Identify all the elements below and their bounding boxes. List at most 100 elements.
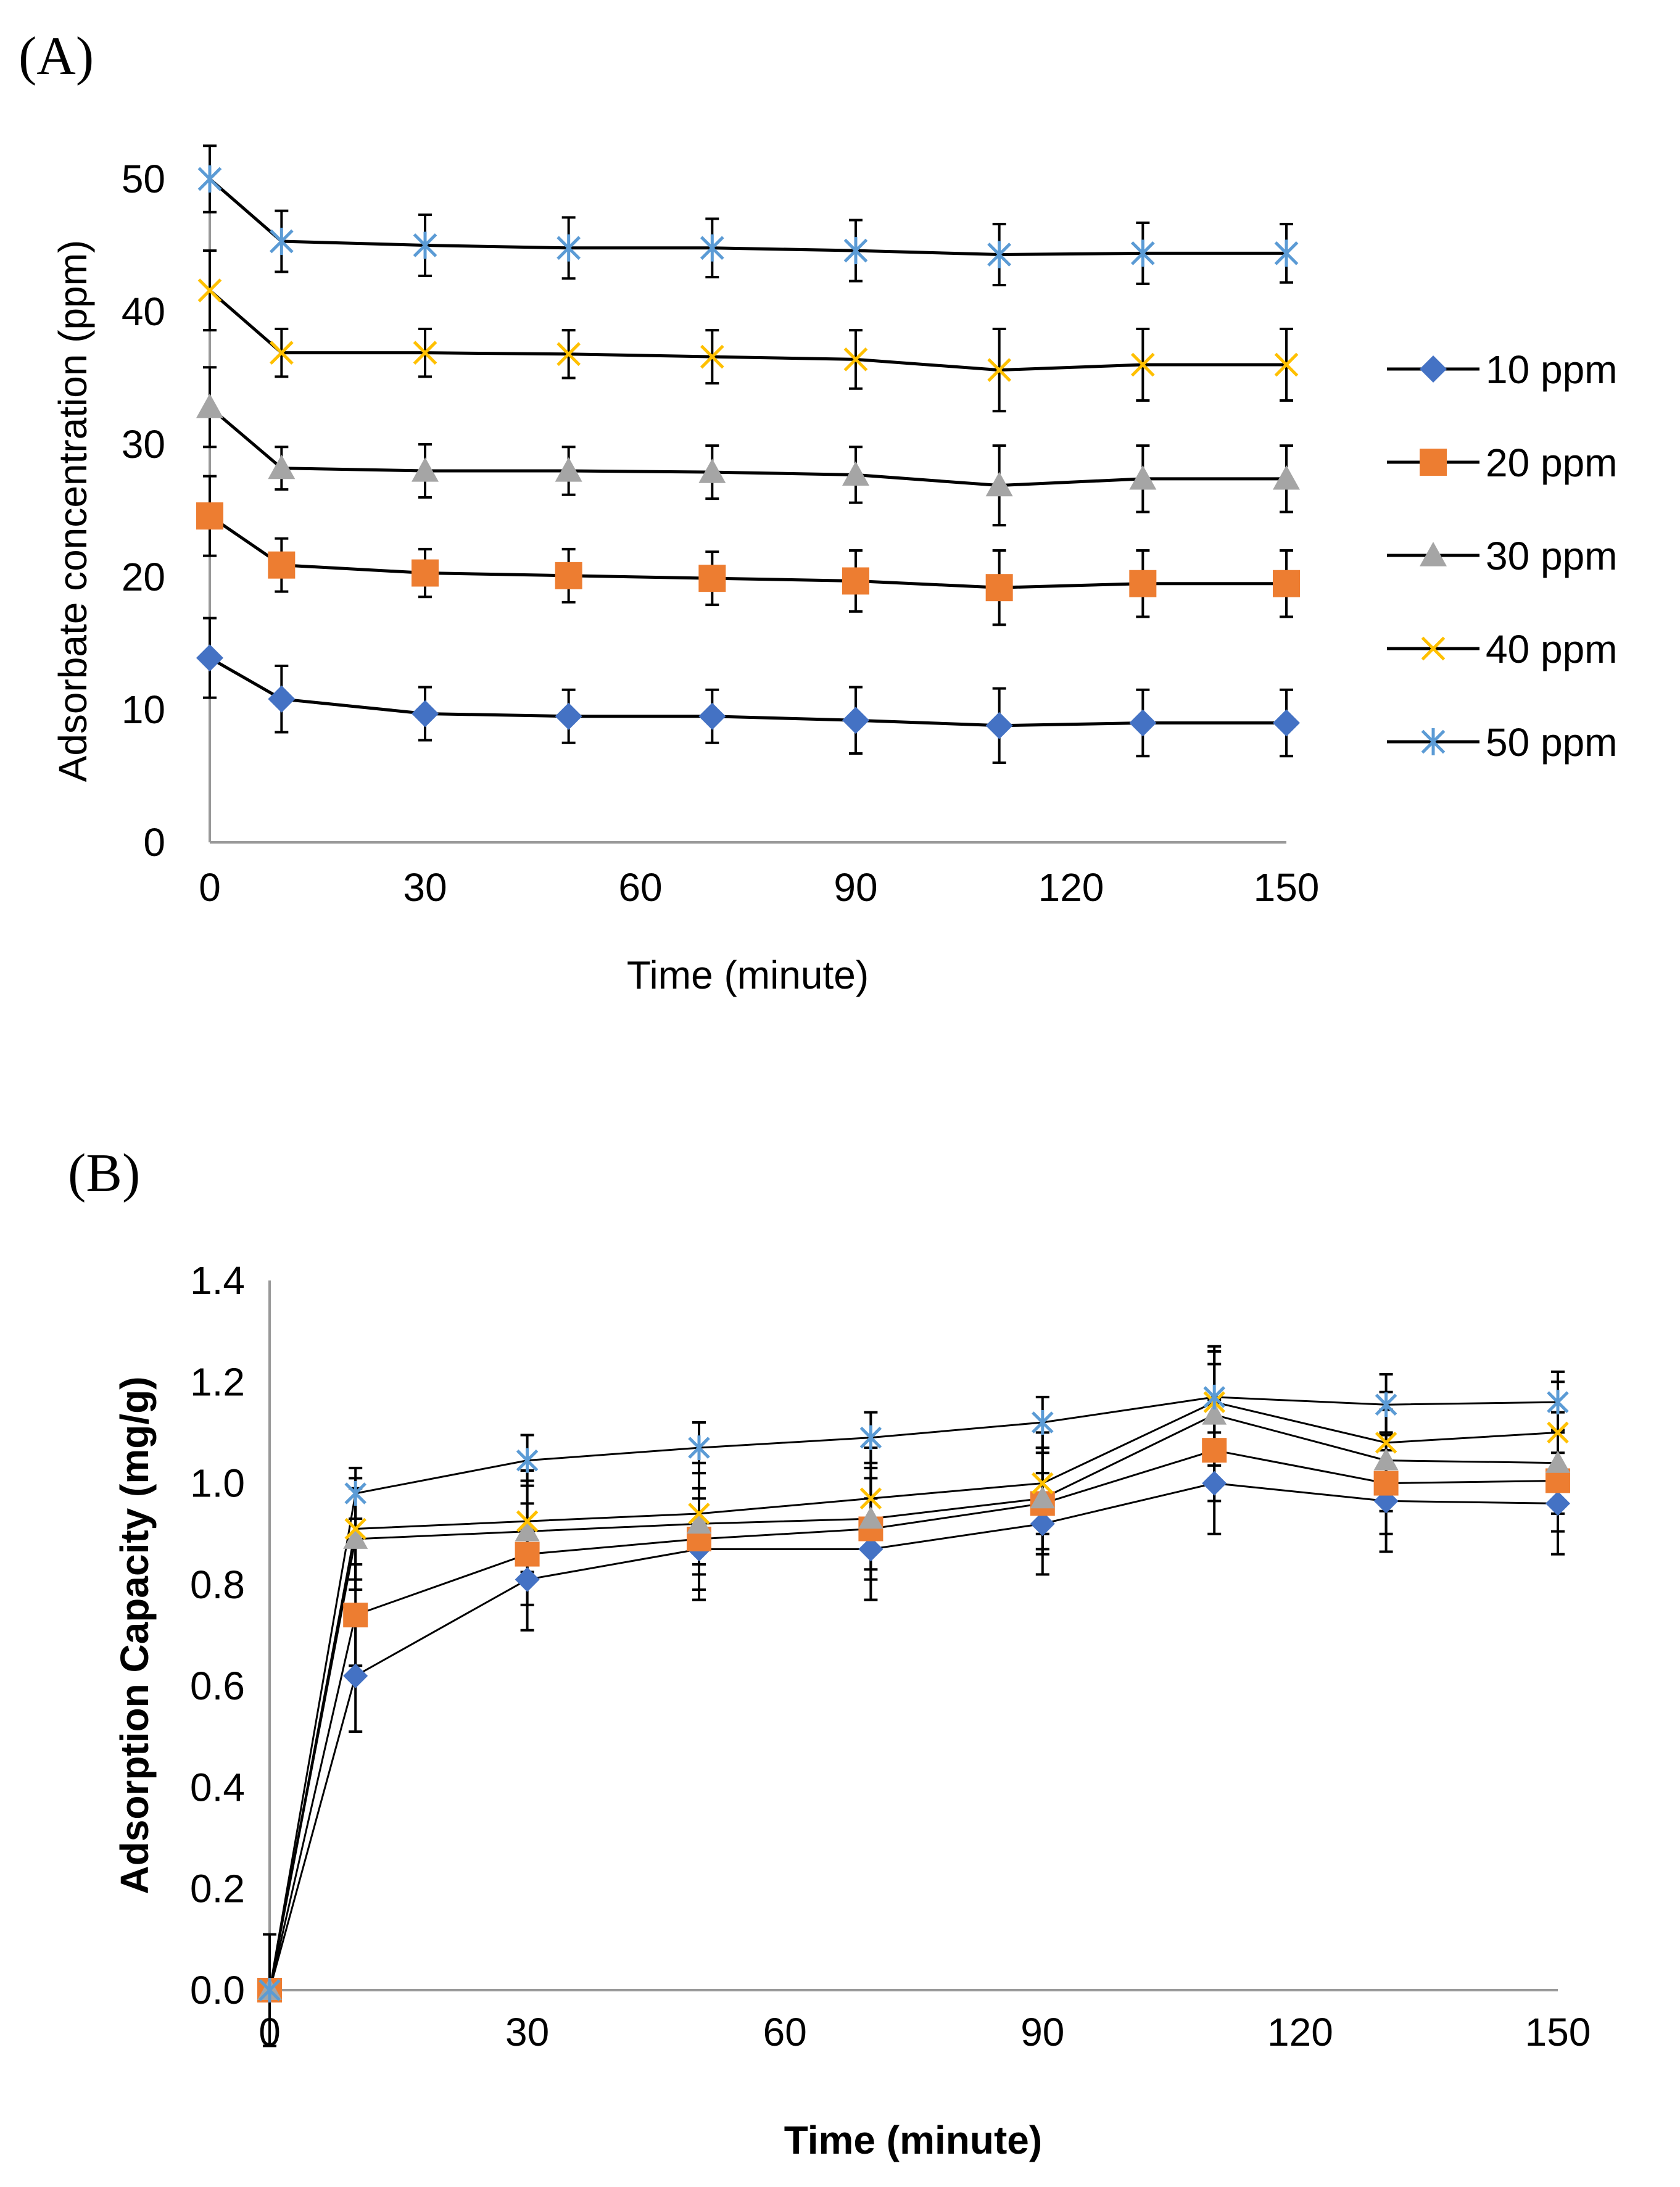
b-marker-40-ppm (859, 1487, 882, 1509)
a-marker-20-ppm (555, 562, 582, 589)
a-marker-40-ppm (269, 341, 294, 365)
b-marker-50-ppm (1375, 1392, 1397, 1417)
legend-label: 40 ppm (1486, 627, 1617, 671)
a-marker-20-ppm (1273, 570, 1300, 597)
a-y-tick-label: 0 (143, 820, 165, 865)
a-marker-10-ppm (985, 712, 1013, 739)
panel-a: (A) 0 10 20 30 40 50 0 30 60 90 120 150 Time (minu… (19, 27, 1617, 997)
b-series-line-10-ppm (268, 1482, 1558, 1991)
a-marker-50-ppm (1274, 239, 1299, 267)
a-marker-50-ppm (987, 241, 1012, 268)
a-marker-20-ppm (698, 565, 726, 592)
panel-a-y-axis-title: Adsorbate concentration (ppm) (51, 240, 95, 782)
b-x-tick-label: 30 (505, 2010, 549, 2054)
b-marker-50-ppm (1032, 1410, 1054, 1435)
legend-marker-20-ppm (1420, 449, 1447, 476)
b-marker-20-ppm (1202, 1438, 1227, 1463)
b-marker-50-ppm (259, 1978, 281, 2002)
panel-a-markers (196, 165, 1300, 739)
a-x-tick-label: 30 (403, 865, 447, 910)
b-marker-30-ppm (343, 1526, 368, 1549)
a-marker-10-ppm (842, 707, 869, 734)
panel-b-label: (B) (68, 1143, 140, 1203)
a-marker-20-ppm (196, 502, 223, 530)
a-marker-50-ppm (413, 231, 437, 259)
legend-label: 30 ppm (1486, 534, 1617, 578)
a-marker-30-ppm (985, 471, 1013, 497)
a-marker-20-ppm (268, 551, 296, 579)
a-marker-50-ppm (557, 234, 581, 262)
panel-a-y-tick-labels: 0 10 20 30 40 50 (122, 157, 165, 865)
a-marker-50-ppm (1130, 239, 1155, 267)
b-marker-30-ppm (687, 1511, 711, 1534)
a-marker-40-ppm (1130, 352, 1155, 377)
a-marker-10-ppm (1129, 709, 1157, 737)
a-marker-20-ppm (842, 567, 869, 595)
a-series-line-20-ppm (209, 515, 1286, 589)
panel-b-markers (257, 1384, 1570, 2002)
a-marker-40-ppm (843, 347, 868, 371)
a-marker-20-ppm (1129, 570, 1157, 597)
legend-marker-30-ppm (1420, 542, 1447, 566)
a-y-tick-label: 10 (122, 687, 165, 732)
a-marker-10-ppm (555, 702, 582, 730)
b-marker-20-ppm (515, 1542, 540, 1567)
a-marker-40-ppm (987, 358, 1012, 382)
b-x-tick-label: 0 (259, 2010, 281, 2054)
legend-item-30-ppm: 30 ppm (1387, 534, 1617, 578)
legend-item-20-ppm: 20 ppm (1387, 441, 1617, 485)
b-y-tick-label: 0.8 (190, 1562, 245, 1607)
panel-b-x-axis-title: Time (minute) (784, 2118, 1042, 2162)
b-marker-40-ppm (1375, 1432, 1397, 1454)
b-marker-30-ppm (1202, 1402, 1227, 1425)
a-marker-20-ppm (985, 574, 1013, 602)
panel-a-label: (A) (19, 27, 94, 86)
b-y-tick-label: 0.0 (190, 1968, 245, 2012)
legend-marker-10-ppm (1420, 355, 1447, 383)
a-marker-30-ppm (842, 461, 869, 486)
a-y-tick-label: 50 (122, 157, 165, 201)
b-marker-40-ppm (1547, 1421, 1569, 1444)
a-marker-30-ppm (412, 457, 439, 482)
b-x-tick-label: 120 (1267, 2010, 1333, 2054)
a-marker-30-ppm (555, 457, 582, 482)
a-x-tick-label: 60 (618, 865, 662, 910)
a-marker-20-ppm (412, 559, 439, 587)
a-x-tick-label: 0 (199, 865, 221, 910)
a-y-tick-label: 40 (122, 289, 165, 334)
legend-marker-50-ppm (1421, 728, 1446, 755)
panel-a-legend: 10 ppm 20 ppm 30 ppm 40 ppm 50 ppm (1387, 347, 1617, 765)
a-marker-30-ppm (698, 459, 726, 483)
panel-a-series-lines (209, 178, 1286, 728)
b-marker-30-ppm (1373, 1448, 1399, 1471)
a-x-tick-label: 150 (1254, 865, 1320, 910)
a-marker-30-ppm (268, 454, 296, 479)
a-marker-10-ppm (1273, 709, 1300, 737)
a-marker-30-ppm (1129, 465, 1157, 490)
panel-b-series-lines (268, 1396, 1558, 1991)
b-marker-40-ppm (688, 1503, 710, 1525)
b-marker-20-ppm (343, 1603, 368, 1628)
b-marker-10-ppm (1030, 1511, 1055, 1537)
b-marker-40-ppm (344, 1517, 366, 1540)
a-marker-10-ppm (412, 700, 439, 728)
b-marker-20-ppm (1373, 1471, 1399, 1496)
b-series-line-50-ppm (268, 1396, 1558, 1991)
b-marker-30-ppm (515, 1519, 540, 1542)
b-y-tick-label: 1.2 (190, 1359, 245, 1404)
b-y-tick-label: 1.0 (190, 1461, 245, 1506)
b-y-tick-label: 0.4 (190, 1765, 245, 1809)
b-marker-40-ppm (516, 1510, 539, 1532)
b-y-tick-label: 0.2 (190, 1867, 245, 1911)
b-series-line-40-ppm (268, 1401, 1558, 1991)
a-marker-30-ppm (1273, 465, 1300, 490)
legend-item-10-ppm: 10 ppm (1387, 347, 1617, 392)
a-marker-50-ppm (197, 165, 222, 193)
panel-a-x-axis-title: Time (minute) (627, 953, 869, 997)
a-x-tick-label: 120 (1038, 865, 1104, 910)
panel-b: (B) 0.0 0.2 0.4 0.6 0.8 1.0 1.2 1.4 0 30 60 90 120 1… (68, 1143, 1591, 2162)
b-y-tick-label: 1.4 (190, 1258, 245, 1303)
b-marker-50-ppm (1203, 1384, 1225, 1409)
panel-b-x-tick-labels: 0 30 60 90 120 150 (259, 2010, 1591, 2054)
